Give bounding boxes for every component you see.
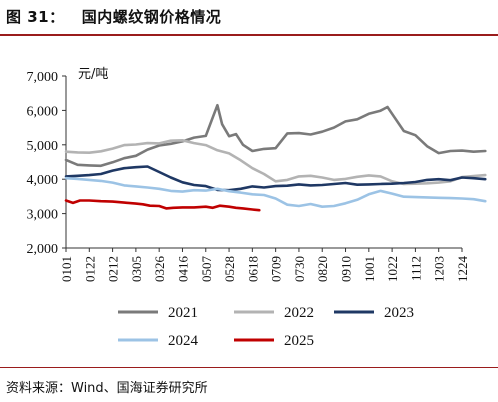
x-tick-label: 1203 bbox=[432, 256, 447, 282]
x-tick-label: 0910 bbox=[339, 256, 354, 282]
x-tick-label: 0416 bbox=[175, 256, 190, 283]
x-tick-label: 0305 bbox=[129, 256, 144, 282]
figure-title: 图 31： 国内螺纹钢价格情况 bbox=[6, 8, 222, 26]
series-line-2024 bbox=[64, 176, 487, 208]
figure-header: 图 31： 国内螺纹钢价格情况 bbox=[0, 0, 498, 40]
x-tick-label: 0212 bbox=[106, 256, 121, 282]
x-tick-label: 0326 bbox=[152, 256, 167, 283]
footer-rule bbox=[0, 367, 498, 368]
x-tick-label: 1112 bbox=[408, 256, 423, 281]
y-tick-label: 3,000 bbox=[27, 208, 59, 223]
legend-label-2024: 2024 bbox=[168, 333, 199, 349]
x-tick-label: 0507 bbox=[199, 256, 214, 283]
x-tick-label: 1022 bbox=[385, 256, 400, 282]
legend-label-2023: 2023 bbox=[384, 305, 414, 321]
x-tick-label: 0101 bbox=[59, 256, 74, 282]
y-tick-label: 7,000 bbox=[27, 70, 59, 85]
series-line-2025 bbox=[64, 199, 261, 212]
series-line-2023 bbox=[64, 165, 487, 192]
y-axis-unit: 元/吨 bbox=[78, 67, 108, 82]
x-tick-label: 0528 bbox=[222, 256, 237, 282]
x-tick-label: 0618 bbox=[245, 256, 260, 282]
y-tick-label: 5,000 bbox=[27, 139, 59, 154]
legend-label-2025: 2025 bbox=[284, 333, 314, 349]
y-tick-label: 4,000 bbox=[27, 173, 59, 188]
series-line-2022 bbox=[64, 139, 487, 186]
legend-label-2022: 2022 bbox=[284, 305, 314, 321]
header-rule bbox=[0, 34, 498, 36]
x-tick-label: 0820 bbox=[315, 256, 330, 282]
x-tick-label: 0730 bbox=[292, 256, 307, 282]
line-chart: 2,000 3,000 4,000 5,000 6,000 7,000 元/吨 0101 012… bbox=[27, 67, 487, 349]
y-tick-label: 2,000 bbox=[27, 242, 59, 257]
y-tick-label: 6,000 bbox=[27, 104, 59, 119]
legend-label-2021: 2021 bbox=[168, 305, 198, 321]
series-line-2021 bbox=[64, 103, 487, 168]
x-tick-label: 1224 bbox=[455, 256, 470, 283]
x-tick-label: 1001 bbox=[362, 256, 377, 282]
x-tick-label: 0122 bbox=[82, 256, 97, 282]
source-note: 资料来源：Wind、国海证券研究所 bbox=[6, 381, 208, 396]
x-tick-label: 0709 bbox=[269, 256, 284, 282]
